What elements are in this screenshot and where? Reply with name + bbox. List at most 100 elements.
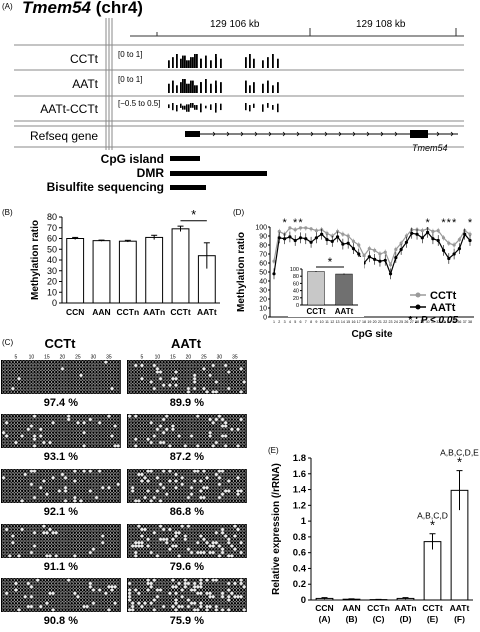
methylated-cpg	[162, 479, 166, 483]
methylated-cpg	[45, 373, 49, 377]
methylated-cpg	[146, 367, 150, 371]
methylated-cpg	[107, 581, 111, 586]
methylated-cpg	[149, 524, 153, 528]
panel-a-letter: (A)	[2, 2, 13, 11]
methylated-cpg	[88, 373, 92, 377]
bar	[145, 236, 164, 304]
methylated-cpg	[36, 427, 40, 431]
methylated-cpg	[82, 544, 86, 548]
methylated-cpg	[143, 427, 147, 431]
y-tick-label: 0.8	[293, 532, 306, 543]
methylated-cpg	[140, 417, 144, 422]
unmethylated-cpg	[193, 585, 197, 589]
chrom-title: (chr4)	[95, 0, 143, 17]
methylated-cpg	[113, 608, 117, 612]
methylated-cpg	[165, 585, 169, 589]
methylated-cpg	[82, 499, 86, 503]
methylated-cpg	[67, 380, 71, 384]
panel-b-letter: (B)	[2, 208, 13, 217]
methylated-cpg	[137, 431, 141, 435]
methylation-bar	[210, 83, 212, 93]
methylated-cpg	[158, 427, 163, 431]
methylated-cpg	[70, 489, 74, 493]
methylated-cpg	[146, 417, 150, 422]
methylated-cpg	[45, 495, 49, 500]
methylated-cpg	[131, 547, 135, 551]
methylated-cpg	[171, 437, 175, 441]
methylated-cpg	[70, 581, 74, 586]
methylated-cpg	[186, 431, 191, 435]
methylated-cpg	[208, 489, 212, 493]
methylated-cpg	[85, 414, 89, 418]
methylated-cpg	[104, 472, 108, 477]
methylated-cpg	[146, 550, 150, 555]
cpg-position-label: 30	[217, 355, 223, 361]
methylated-cpg	[137, 383, 141, 387]
methylated-cpg	[137, 414, 141, 418]
methylated-cpg	[137, 492, 141, 496]
methylated-cpg	[91, 534, 96, 538]
methylated-cpg	[45, 383, 49, 387]
unmethylated-cpg	[171, 578, 175, 582]
methylated-cpg	[67, 427, 71, 431]
methylated-cpg	[29, 591, 34, 595]
methylated-cpg	[85, 444, 89, 448]
unmethylated-cpg	[152, 608, 156, 612]
methylated-cpg	[91, 486, 96, 490]
methylated-cpg	[91, 417, 96, 422]
methylated-cpg	[202, 437, 206, 441]
methylated-cpg	[79, 421, 83, 425]
methylated-cpg	[1, 373, 6, 377]
y-tick-label: 0	[301, 595, 306, 606]
unmethylated-cpg	[162, 383, 166, 387]
methylated-cpg	[236, 421, 240, 425]
group-letter: (C)	[373, 614, 385, 624]
methylated-cpg	[211, 367, 215, 371]
methylated-cpg	[116, 363, 120, 368]
unmethylated-cpg	[32, 495, 37, 500]
methylated-cpg	[196, 534, 200, 538]
methylated-cpg	[220, 601, 225, 605]
methylated-cpg	[85, 386, 89, 391]
inset-significance-mark: *	[328, 255, 333, 269]
methylated-cpg	[17, 588, 21, 592]
methylated-cpg	[189, 524, 194, 528]
methylated-cpg	[202, 476, 206, 480]
methylated-cpg	[239, 524, 243, 528]
methylated-cpg	[36, 544, 40, 548]
unmethylated-cpg	[193, 588, 197, 592]
unmethylated-cpg	[214, 608, 218, 612]
methylated-cpg	[42, 424, 46, 428]
methylated-cpg	[11, 479, 15, 483]
methylated-cpg	[236, 547, 240, 551]
x-tick-label: 27	[410, 320, 414, 324]
methylated-cpg	[107, 360, 111, 364]
methylated-cpg	[196, 427, 200, 431]
methylated-cpg	[155, 363, 160, 368]
methylated-cpg	[127, 578, 132, 582]
diff-bar	[210, 104, 212, 110]
unmethylated-cpg	[202, 386, 206, 391]
methylated-cpg	[143, 544, 147, 548]
methylated-cpg	[107, 469, 111, 473]
methylated-cpg	[239, 537, 243, 541]
methylated-cpg	[165, 581, 169, 586]
methylated-cpg	[29, 386, 34, 391]
methylated-cpg	[236, 390, 240, 394]
methylated-cpg	[73, 604, 77, 609]
methylated-cpg	[143, 367, 147, 371]
unmethylated-cpg	[174, 608, 178, 612]
methylated-cpg	[57, 524, 61, 528]
methylated-cpg	[1, 550, 6, 555]
methylated-cpg	[82, 367, 86, 371]
methylated-cpg	[91, 440, 96, 445]
methylated-cpg	[5, 531, 9, 535]
methylated-cpg	[88, 390, 92, 394]
methylated-cpg	[208, 499, 212, 503]
methylated-cpg	[134, 492, 138, 496]
methylated-cpg	[85, 482, 89, 486]
methylated-cpg	[199, 363, 203, 368]
unmethylated-cpg	[208, 591, 212, 595]
methylated-cpg	[134, 608, 138, 612]
methylated-cpg	[152, 360, 156, 364]
